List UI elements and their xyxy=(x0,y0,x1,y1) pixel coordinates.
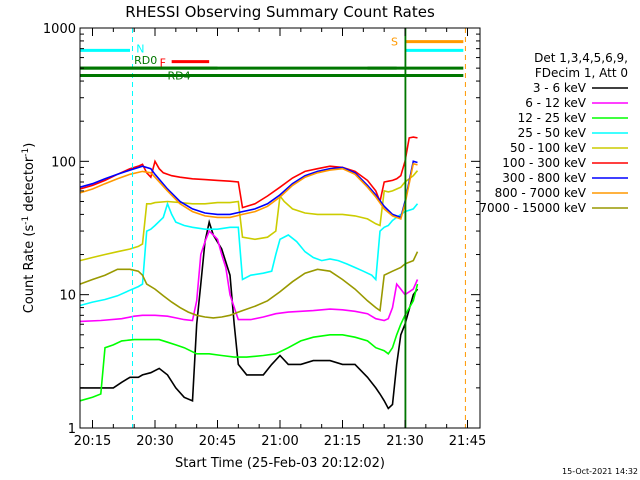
annotation-label-4: RD0 xyxy=(134,54,157,67)
chart-title: RHESSI Observing Summary Count Rates xyxy=(125,3,435,21)
annotation-label-1: F xyxy=(160,57,166,70)
x-tick-label-6: 21:45 xyxy=(449,434,486,449)
series-line-5 xyxy=(79,136,418,209)
x-tick-label-2: 20:45 xyxy=(199,434,236,449)
series-line-1 xyxy=(79,229,419,323)
plot-frame xyxy=(79,27,481,429)
legend-label-7: 800 - 7000 keV xyxy=(495,186,587,200)
y-axis-label: Count Rate (s-1 detector-1) xyxy=(21,143,37,314)
legend-label-2: 12 - 25 keV xyxy=(518,111,587,125)
legend-label-0: 3 - 6 keV xyxy=(533,81,587,95)
annotation-label-2: S xyxy=(391,36,398,49)
series-line-0 xyxy=(80,218,419,410)
x-tick-label-1: 20:30 xyxy=(136,434,173,449)
footer-timestamp: 15-Oct-2021 14:32 xyxy=(562,467,638,476)
y-tick-label-0: 1 xyxy=(68,422,76,437)
series-line-2 xyxy=(79,283,419,402)
annotation-label-0: N xyxy=(136,42,144,55)
axes: 20:15 20:30 20:45 21:00 21:15 21:30 21:45 1 10 10… xyxy=(43,22,486,449)
legend-label-6: 300 - 800 keV xyxy=(502,171,586,185)
series-line-7 xyxy=(79,162,418,220)
plot-content: NFSRD0RD4 xyxy=(79,28,466,428)
y-tick-label-3: 1000 xyxy=(43,22,76,37)
x-tick-label-5: 21:30 xyxy=(386,434,423,449)
legend-label-1: 6 - 12 keV xyxy=(525,96,587,110)
y-axis-label-sup1: -1 xyxy=(21,216,31,225)
legend-header-2: FDecim 1, Att 0 xyxy=(535,66,628,80)
series-line-6 xyxy=(79,160,418,219)
legend: Det 1,3,4,5,6,9, FDecim 1, Att 0 3 - 6 k… xyxy=(479,51,628,215)
y-tick-label-2: 100 xyxy=(51,155,76,170)
y-axis-label-sup2: -1 xyxy=(21,148,31,157)
series-line-8 xyxy=(79,251,419,319)
x-axis-label: Start Time (25-Feb-03 20:12:02) xyxy=(175,456,385,471)
y-axis-label-mid: detector xyxy=(22,156,37,216)
legend-label-8: 7000 - 15000 keV xyxy=(479,201,586,215)
x-tick-label-0: 20:15 xyxy=(74,434,111,449)
x-tick-label-4: 21:15 xyxy=(324,434,361,449)
series-line-4 xyxy=(79,170,419,262)
legend-label-5: 100 - 300 keV xyxy=(502,156,586,170)
y-tick-label-1: 10 xyxy=(59,289,76,304)
y-axis-label-main: Count Rate (s xyxy=(22,225,37,314)
legend-header-1: Det 1,3,4,5,6,9, xyxy=(534,51,628,65)
legend-label-4: 50 - 100 keV xyxy=(510,141,587,155)
series-line-3 xyxy=(79,201,419,307)
legend-label-3: 25 - 50 keV xyxy=(518,126,587,140)
x-tick-label-3: 21:00 xyxy=(261,434,298,449)
y-axis-label-end: ) xyxy=(22,143,37,148)
